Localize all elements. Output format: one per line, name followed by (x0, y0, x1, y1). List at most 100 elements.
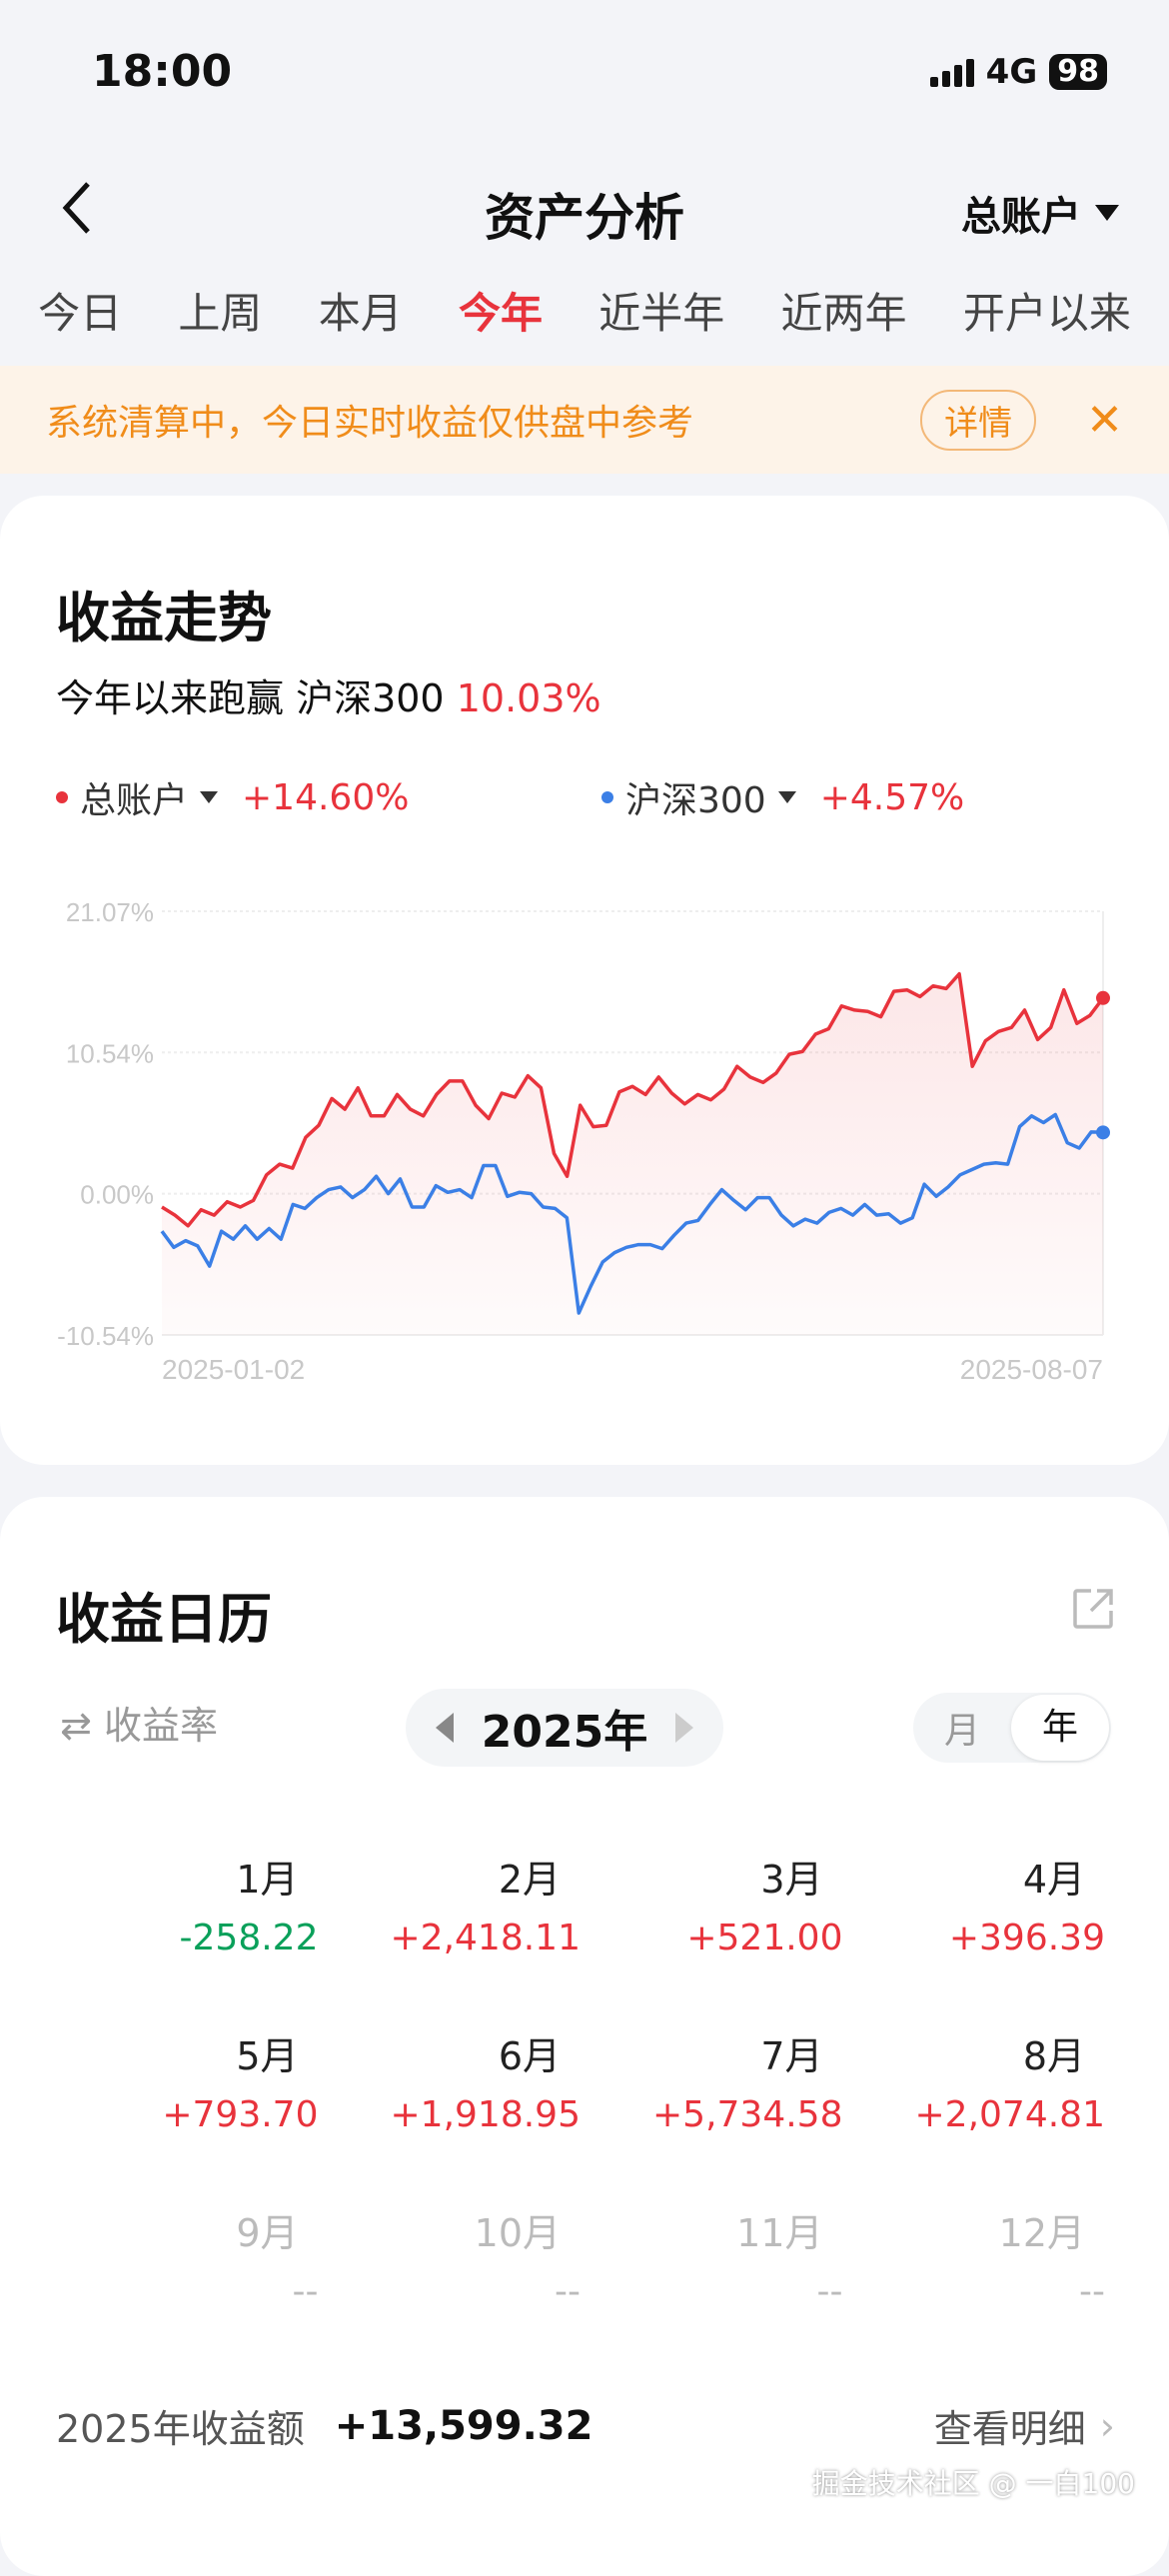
status-time: 18:00 (92, 46, 233, 97)
month-value: -258.22 (179, 1918, 319, 1958)
calendar-footer: 2025年收益额 +13,599.32 查看明细 › (56, 2398, 1115, 2453)
month-cell[interactable]: 10月 -- (319, 2202, 581, 2315)
share-icon[interactable] (1071, 1587, 1115, 1631)
chevron-right-icon: › (1099, 2403, 1115, 2448)
legend-value: +4.57% (819, 776, 965, 818)
signal-icon (929, 57, 974, 87)
month-value: -- (816, 2271, 843, 2312)
legend-value: +14.60% (242, 776, 410, 818)
period-tabs: 今日 上周 本月 今年 近半年 近两年 开户以来 (0, 280, 1169, 341)
settlement-banner: 系统清算中，今日实时收益仅供盘中参考 详情 ✕ (0, 366, 1169, 474)
month-label: 12月 (998, 2211, 1085, 2255)
trend-title: 收益走势 (56, 587, 272, 649)
month-value: +1,918.95 (390, 2094, 581, 2135)
view-details-link[interactable]: 查看明细 › (934, 2398, 1115, 2453)
tab-1[interactable]: 上周 (178, 289, 263, 338)
series-end-dot-1 (1096, 1125, 1110, 1140)
month-cell[interactable]: 3月 +521.00 (581, 1849, 843, 1961)
month-label: 8月 (1022, 2034, 1085, 2078)
caret-down-icon (777, 791, 796, 803)
month-label: 1月 (236, 1858, 299, 1902)
account-selector[interactable]: 总账户 (961, 184, 1119, 242)
trend-subtitle: 今年以来跑赢 沪深300 10.03% (56, 667, 601, 722)
month-label: 11月 (736, 2211, 823, 2255)
year-selector: 2025年 (406, 1689, 723, 1767)
month-value: -- (1079, 2271, 1105, 2312)
year-label: 2025年 (481, 1707, 648, 1758)
month-value: -- (292, 2271, 319, 2312)
detail-button[interactable]: 详情 (920, 389, 1037, 451)
tab-5[interactable]: 近两年 (780, 289, 907, 338)
month-cell[interactable]: 12月 -- (843, 2202, 1105, 2315)
calendar-title: 收益日历 (56, 1588, 272, 1651)
month-cell[interactable]: 6月 +1,918.95 (319, 2025, 581, 2138)
view-segment: 月年 (913, 1693, 1111, 1763)
legend-label: 沪深300 (625, 780, 766, 821)
tab-2[interactable]: 本月 (318, 289, 403, 338)
month-label: 6月 (498, 2034, 561, 2078)
month-value: +793.70 (162, 2094, 319, 2135)
tab-3[interactable]: 今年 (458, 289, 543, 338)
year-total-amount: +13,599.32 (334, 2402, 593, 2449)
month-cell[interactable]: 8月 +2,074.81 (843, 2025, 1105, 2138)
month-cell[interactable]: 1月 -258.22 (56, 1849, 319, 1961)
subtitle-text: 今年以来跑赢 沪深300 (56, 676, 445, 720)
month-value: +396.39 (948, 1918, 1105, 1958)
network-type: 4G (985, 52, 1038, 92)
month-label: 3月 (760, 1858, 823, 1902)
battery-icon: 98 (1049, 54, 1107, 90)
month-label: 9月 (236, 2211, 299, 2255)
month-cell[interactable]: 5月 +793.70 (56, 2025, 319, 2138)
month-cell[interactable]: 7月 +5,734.58 (581, 2025, 843, 2138)
month-value: +2,418.11 (390, 1918, 581, 1958)
tab-6[interactable]: 开户以来 (962, 289, 1131, 338)
x-tick-label: 2025-08-07 (960, 1354, 1103, 1385)
watermark: 掘金技术社区 @ 一白100 (811, 2467, 1135, 2500)
legend-account[interactable]: 总账户 +14.60% (56, 771, 409, 823)
series-line-0 (161, 971, 1105, 1228)
segment-year[interactable]: 年 (1011, 1695, 1109, 1761)
caret-down-icon (200, 791, 219, 803)
y-tick-label: 0.00% (80, 1180, 154, 1210)
tab-4[interactable]: 近半年 (598, 289, 725, 338)
month-label: 7月 (760, 2034, 823, 2078)
caret-down-icon (1095, 205, 1119, 221)
month-value: +521.00 (686, 1918, 843, 1958)
legend-benchmark[interactable]: 沪深300 +4.57% (601, 771, 964, 823)
y-tick-label: -10.54% (57, 1321, 154, 1351)
account-label: 总账户 (961, 194, 1081, 240)
outperform-value: 10.03% (456, 676, 601, 720)
month-label: 5月 (236, 2034, 299, 2078)
month-cell[interactable]: 9月 -- (56, 2202, 319, 2315)
month-cell[interactable]: 4月 +396.39 (843, 1849, 1105, 1961)
chevron-left-icon[interactable] (56, 180, 100, 236)
dot-icon (601, 791, 613, 803)
dot-icon (56, 791, 68, 803)
page-title: 资产分析 (485, 189, 684, 247)
month-value: +5,734.58 (652, 2094, 843, 2135)
y-tick-label: 10.54% (66, 1038, 154, 1068)
month-label: 10月 (474, 2211, 561, 2255)
month-cell[interactable]: 2月 +2,418.11 (319, 1849, 581, 1961)
x-tick-label: 2025-01-02 (162, 1354, 305, 1385)
prev-year-icon[interactable] (436, 1713, 454, 1743)
y-tick-label: 21.07% (66, 897, 154, 927)
month-value: +2,074.81 (914, 2094, 1105, 2135)
trend-chart[interactable]: 21.07% 10.54% 0.00% -10.54% 2025-01-02 2025-0… (0, 879, 1169, 1409)
view-details-label: 查看明细 (933, 2407, 1086, 2451)
month-label: 4月 (1022, 1858, 1085, 1902)
next-year-icon[interactable] (675, 1713, 693, 1743)
month-label: 2月 (498, 1858, 561, 1902)
swap-icon: ⇄ (60, 1704, 92, 1748)
legend-label: 总账户 (80, 780, 189, 821)
metric-toggle[interactable]: ⇄ 收益率 (60, 1695, 218, 1750)
month-value: -- (555, 2271, 581, 2312)
tab-0[interactable]: 今日 (38, 289, 123, 338)
metric-label: 收益率 (103, 1704, 218, 1748)
series-end-dot-0 (1096, 990, 1110, 1005)
segment-month[interactable]: 月 (943, 1711, 980, 1752)
series-line-1 (160, 1112, 1104, 1315)
month-cell[interactable]: 11月 -- (581, 2202, 843, 2315)
close-icon[interactable]: ✕ (1086, 394, 1123, 446)
banner-text: 系统清算中，今日实时收益仅供盘中参考 (46, 403, 694, 444)
